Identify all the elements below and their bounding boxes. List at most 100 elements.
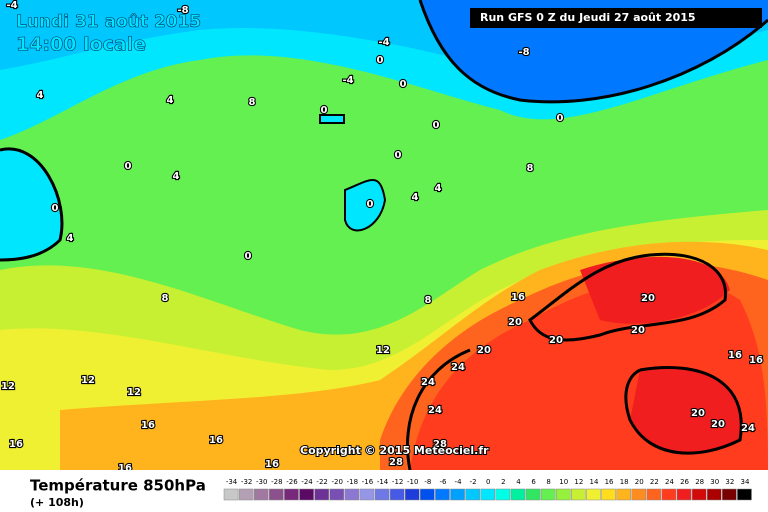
contour-label: 0: [400, 79, 407, 90]
contour-label: 0: [245, 251, 252, 262]
legend-swatch: [420, 488, 435, 501]
legend-swatch: [646, 488, 662, 501]
contour-label: 20: [631, 325, 645, 336]
contour-label: 4: [435, 183, 442, 194]
legend-label: -8: [424, 478, 431, 486]
contour-label: 16: [749, 355, 763, 366]
contour-label: -8: [177, 5, 188, 16]
contour-24: [406, 348, 743, 471]
legend-swatch: [435, 488, 450, 501]
legend-label: -28: [271, 478, 282, 486]
contour-label: 0: [557, 113, 564, 124]
legend-swatch: [706, 488, 722, 501]
legend-label: 0: [486, 478, 490, 486]
legend-label: -18: [347, 478, 358, 486]
legend-label: 18: [620, 478, 629, 486]
contour-label: 16: [9, 439, 23, 450]
legend-label: -16: [362, 478, 374, 486]
legend-swatch: [586, 488, 601, 501]
color-legend: -34 -32 -30 -28 -26 -24 -22 -20 -18 -16 -14 -12 -10-…: [223, 478, 752, 501]
contour-label: 20: [691, 408, 705, 419]
legend-swatch: [616, 488, 631, 501]
legend-label: 26: [680, 478, 689, 486]
legend-swatch: [359, 488, 375, 501]
map-date: Lundi 31 août 2015: [16, 12, 201, 32]
legend-swatch: [238, 488, 254, 501]
legend-swatch: [510, 488, 526, 501]
contour-label: 8: [527, 163, 534, 174]
contour-label: 12: [376, 345, 390, 356]
legend-label: -32: [241, 478, 252, 486]
legend-swatch: [722, 488, 737, 501]
contour-label: 16: [209, 435, 223, 446]
contour-label: 4: [173, 171, 180, 182]
contour-20: [528, 252, 728, 342]
contour-label: 24: [741, 423, 755, 434]
contour-label: 0: [377, 55, 384, 66]
legend-label: 8: [546, 478, 550, 486]
legend-swatch: [314, 488, 329, 501]
legend-swatch: [299, 488, 314, 501]
contour-label: 0: [125, 161, 132, 172]
legend-swatch: [661, 488, 677, 501]
legend-label: 16: [605, 478, 614, 486]
contour-label: 0: [395, 150, 402, 161]
contour-label: 16: [511, 292, 525, 303]
legend-swatch: [480, 488, 496, 501]
legend-label: 4: [516, 478, 521, 486]
copyright: Copyright © 2015 Meteociel.fr: [300, 444, 489, 457]
legend-label: 24: [665, 478, 674, 486]
contour-label: 24: [421, 377, 435, 388]
legend-label: 10: [559, 478, 568, 486]
contour-labels: -4 -8 -4 -8 0 -4 0 4 4 8 0 0 0 0 4 0 0 8 4 4 0 4 0 8 8 16 20 20 20 12…: [0, 0, 764, 475]
legend-swatch: [495, 488, 511, 501]
legend-label: -14: [377, 478, 389, 486]
legend-label: 2: [501, 478, 505, 486]
field-hot: [580, 256, 742, 454]
legend-swatch: [676, 488, 692, 501]
contour-label: 8: [249, 97, 256, 108]
contour-label: 0: [52, 203, 59, 214]
contour-label: 4: [67, 233, 74, 244]
legend-swatch: [404, 488, 420, 501]
contour-label: 8: [162, 293, 169, 304]
legend-label: -34: [226, 478, 238, 486]
contour-label: 20: [549, 335, 563, 346]
map-field: [0, 0, 768, 471]
legend-swatch: [269, 488, 284, 501]
contour-label: 16: [141, 420, 155, 431]
legend-swatch: [284, 488, 299, 501]
contour-label: -8: [518, 47, 529, 58]
contour-label: 20: [711, 419, 725, 430]
map-time: 14:00 locale: [16, 34, 146, 56]
legend-swatch: [525, 488, 541, 501]
legend-swatch: [571, 488, 586, 501]
legend-label: -12: [392, 478, 403, 486]
legend-label: 22: [650, 478, 659, 486]
legend-label: 28: [695, 478, 704, 486]
contour-label: 12: [81, 375, 95, 386]
contour-label: -4: [378, 37, 389, 48]
legend-swatch: [253, 488, 269, 501]
legend-label: -26: [286, 478, 298, 486]
footer-lead: (+ 108h): [30, 496, 84, 509]
contour-label: 0: [321, 105, 328, 116]
legend-swatch: [555, 488, 571, 501]
legend-swatch: [329, 488, 345, 501]
legend-label: 20: [635, 478, 644, 486]
legend-label: 12: [574, 478, 583, 486]
legend-label: -6: [439, 478, 447, 486]
contour-label: 16: [728, 350, 742, 361]
contour-label: 12: [1, 381, 15, 392]
legend-label: -22: [316, 478, 327, 486]
contour-label: 28: [389, 457, 403, 468]
legend-swatch: [631, 488, 647, 501]
legend-label: 14: [589, 478, 598, 486]
legend-swatch: [465, 488, 480, 501]
legend-swatch: [601, 488, 616, 501]
legend-swatch: [691, 488, 707, 501]
legend-label: -2: [470, 478, 477, 486]
legend-label: 6: [531, 478, 536, 486]
cold-pockets: [319, 114, 387, 232]
